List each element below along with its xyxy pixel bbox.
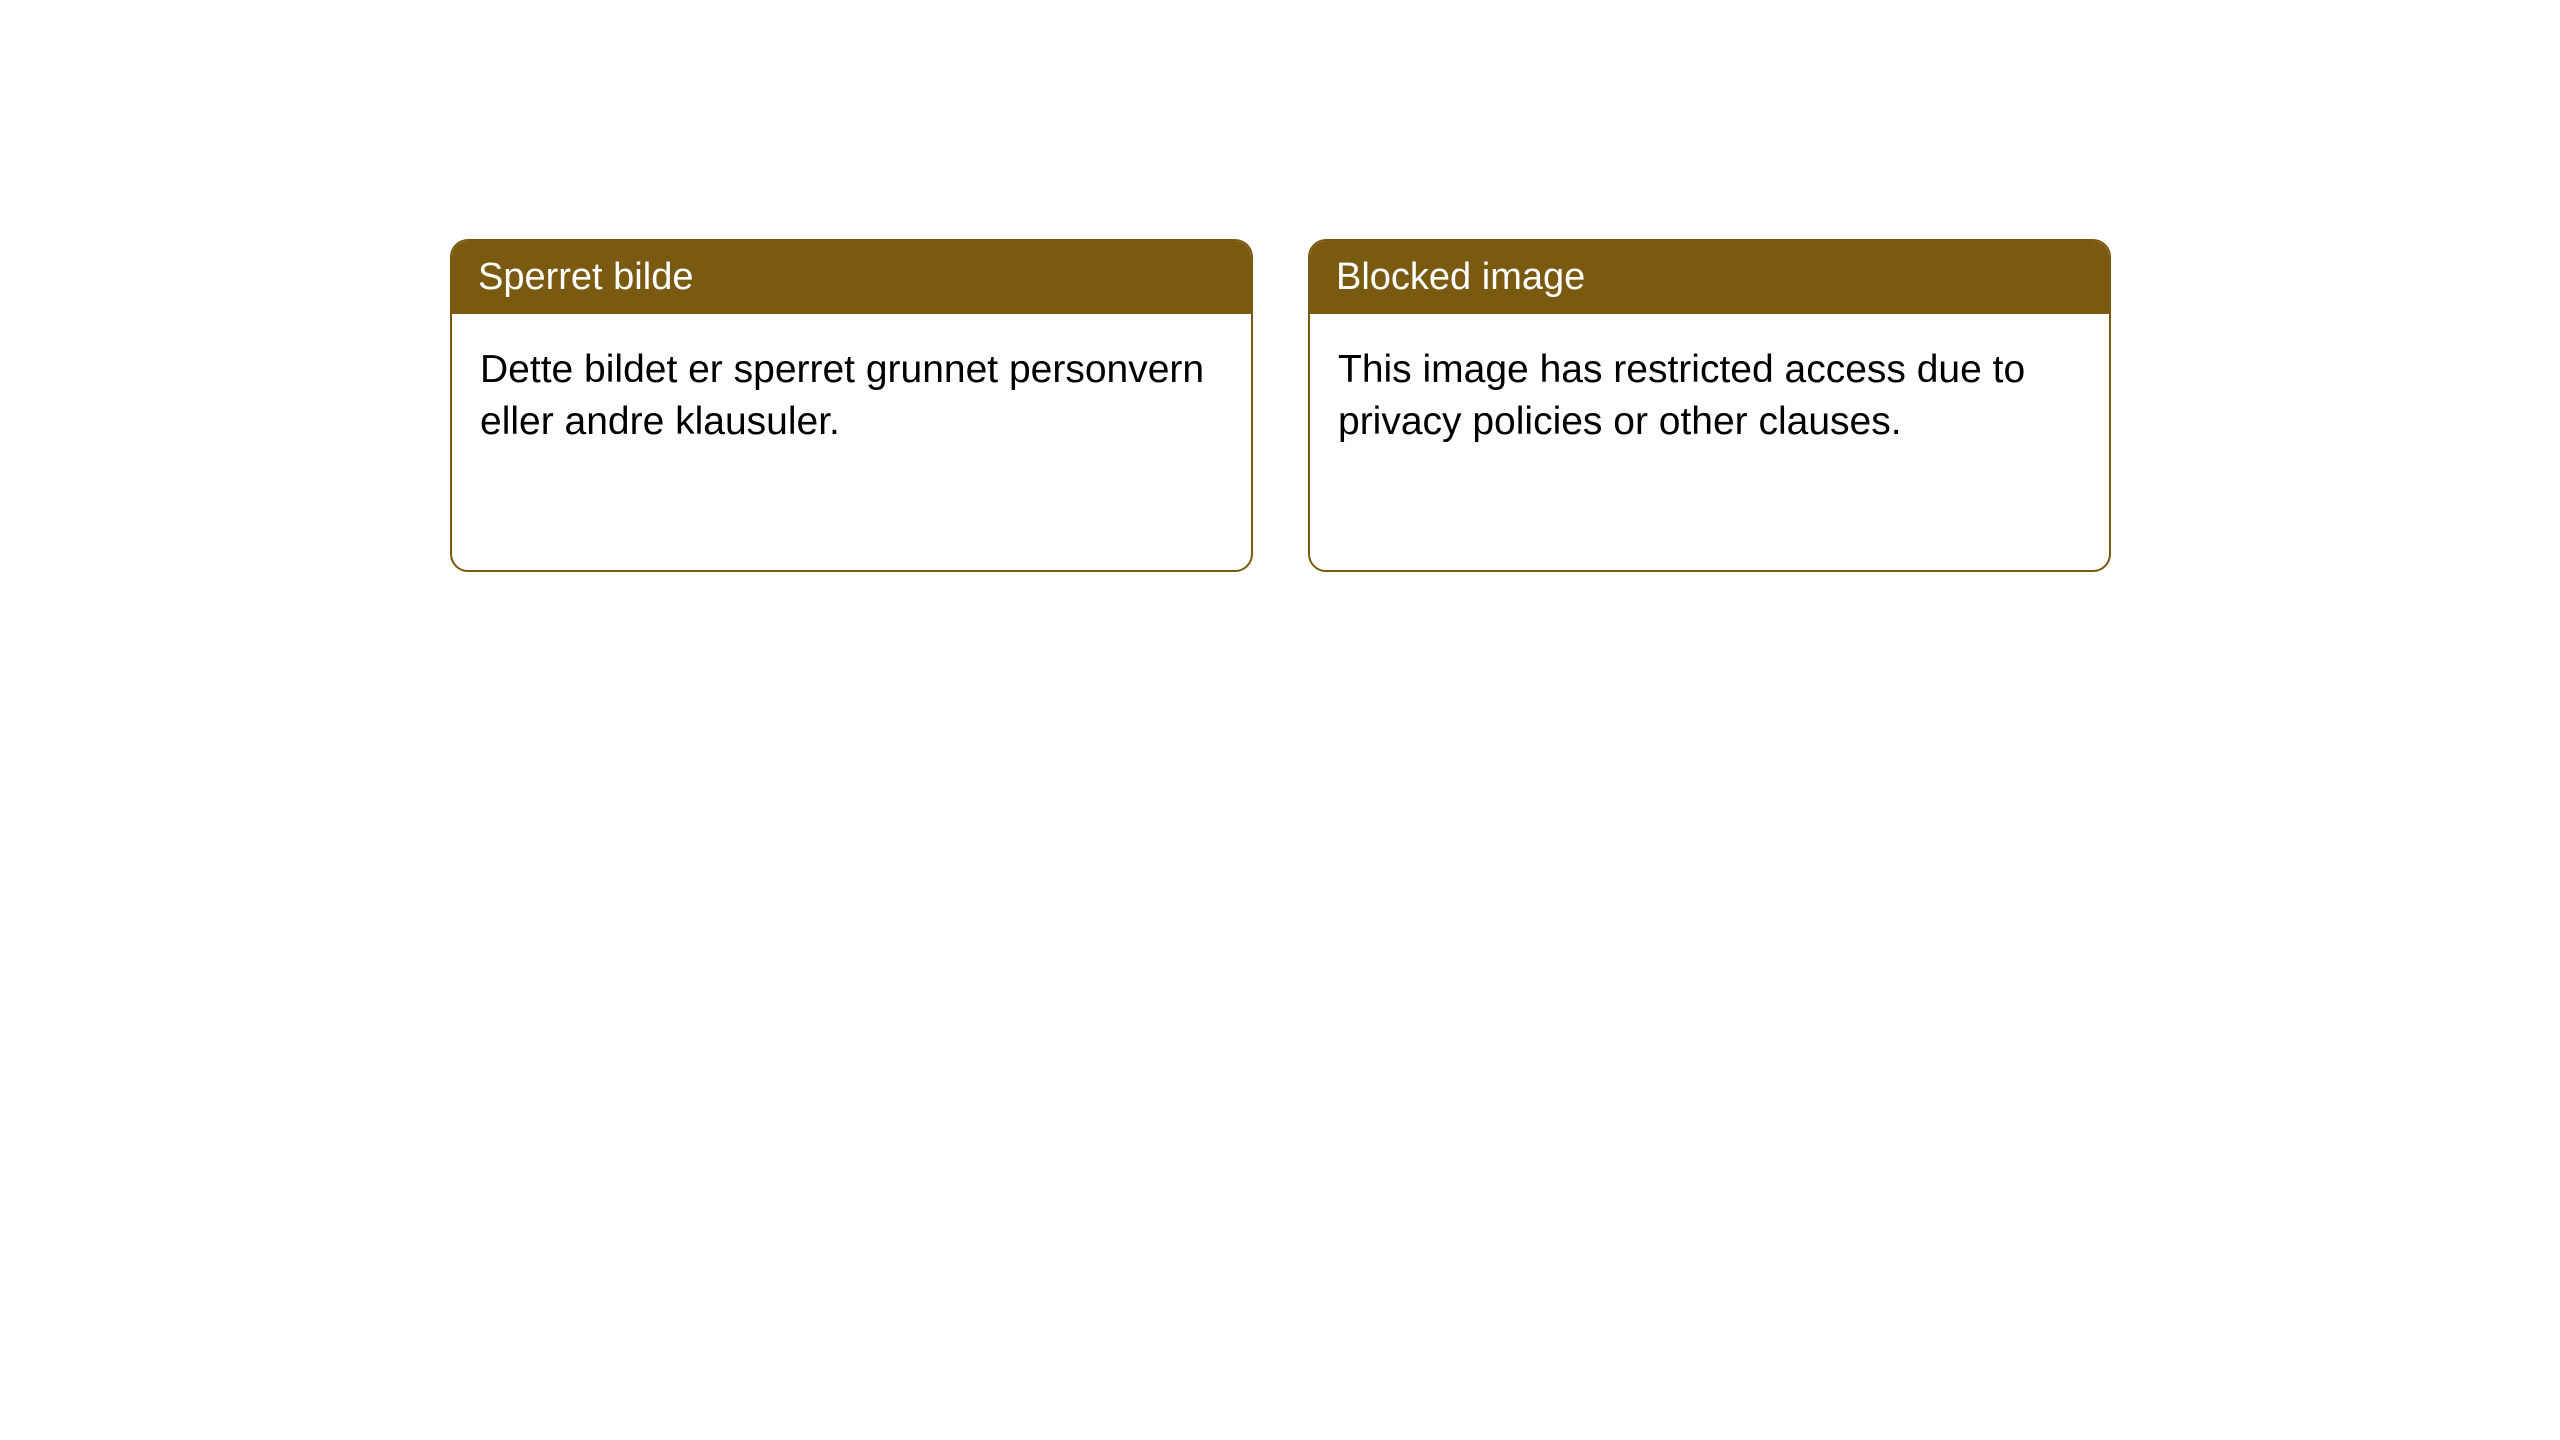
notice-title: Sperret bilde bbox=[478, 256, 693, 298]
notice-message: This image has restricted access due to … bbox=[1338, 348, 2025, 442]
notice-header: Sperret bilde bbox=[452, 241, 1251, 314]
notice-body: Dette bildet er sperret grunnet personve… bbox=[452, 314, 1251, 477]
notice-card-english: Blocked image This image has restricted … bbox=[1308, 239, 2111, 572]
notice-card-norwegian: Sperret bilde Dette bildet er sperret gr… bbox=[450, 239, 1253, 572]
notice-body: This image has restricted access due to … bbox=[1310, 314, 2109, 477]
notice-header: Blocked image bbox=[1310, 241, 2109, 314]
notice-title: Blocked image bbox=[1336, 256, 1585, 298]
notice-message: Dette bildet er sperret grunnet personve… bbox=[480, 348, 1204, 442]
notice-card-container: Sperret bilde Dette bildet er sperret gr… bbox=[450, 239, 2111, 572]
